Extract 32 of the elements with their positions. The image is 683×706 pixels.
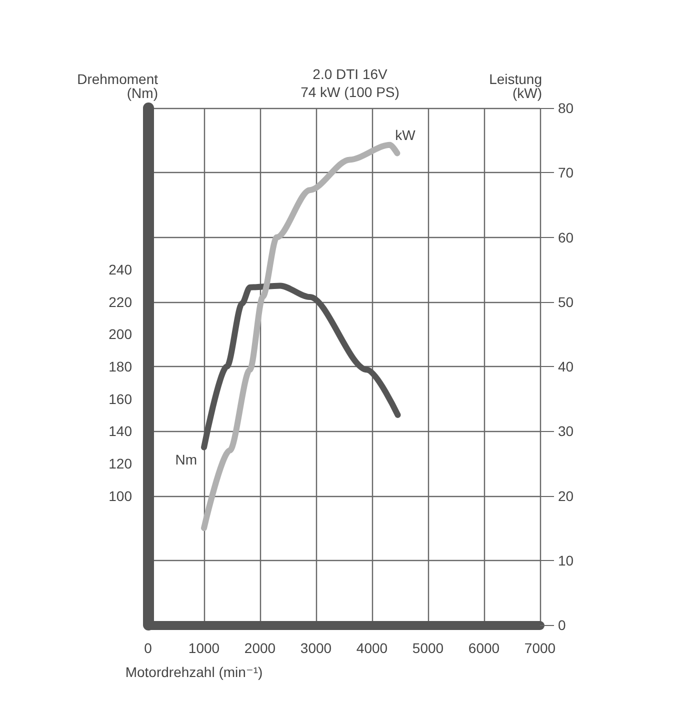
chart-subtitle: 74 kW (100 PS) [300, 84, 400, 100]
chart-title: 2.0 DTI 16V [312, 66, 388, 82]
x-tick-label: 5000 [412, 640, 444, 656]
x-tick-label: 6000 [468, 640, 500, 656]
y2-tick-label: 40 [558, 358, 574, 374]
x-tick-label: 1000 [188, 640, 220, 656]
y2-tick-label: 60 [558, 229, 574, 246]
y-tick-label: 200 [108, 326, 132, 342]
y-tick-label: 180 [108, 358, 132, 374]
x-tick-label: 3000 [300, 640, 332, 656]
y-tick-label: 160 [108, 390, 132, 407]
y2-tick-label: 10 [558, 552, 574, 568]
y-tick-label: 240 [108, 262, 132, 278]
x-tick-label: 4000 [356, 640, 388, 656]
x-tick-label: 2000 [244, 640, 276, 656]
y2-tick-label: 30 [558, 423, 574, 440]
y-tick-label: 220 [108, 294, 132, 310]
y2-tick-label: 50 [558, 294, 574, 310]
y2-tick-label: 0 [558, 617, 566, 633]
y-tick-label: 120 [108, 455, 132, 472]
x-tick-label: 7000 [524, 640, 556, 656]
y2-tick-label: 80 [558, 100, 574, 116]
y2-axis-title: Leistung (kW) [489, 71, 542, 101]
y-tick-label: 100 [108, 488, 132, 504]
x-axis-title: Motordrehzahl (min⁻¹) [125, 664, 263, 680]
y2-tick-label: 70 [558, 164, 574, 181]
series-label: Nm [175, 451, 197, 468]
series-label: kW [395, 127, 416, 144]
y-axis-title: Drehmoment (Nm) [77, 71, 158, 101]
x-tick-label: 0 [144, 640, 152, 656]
y2-tick-label: 20 [558, 488, 574, 504]
y-tick-label: 140 [108, 423, 132, 440]
